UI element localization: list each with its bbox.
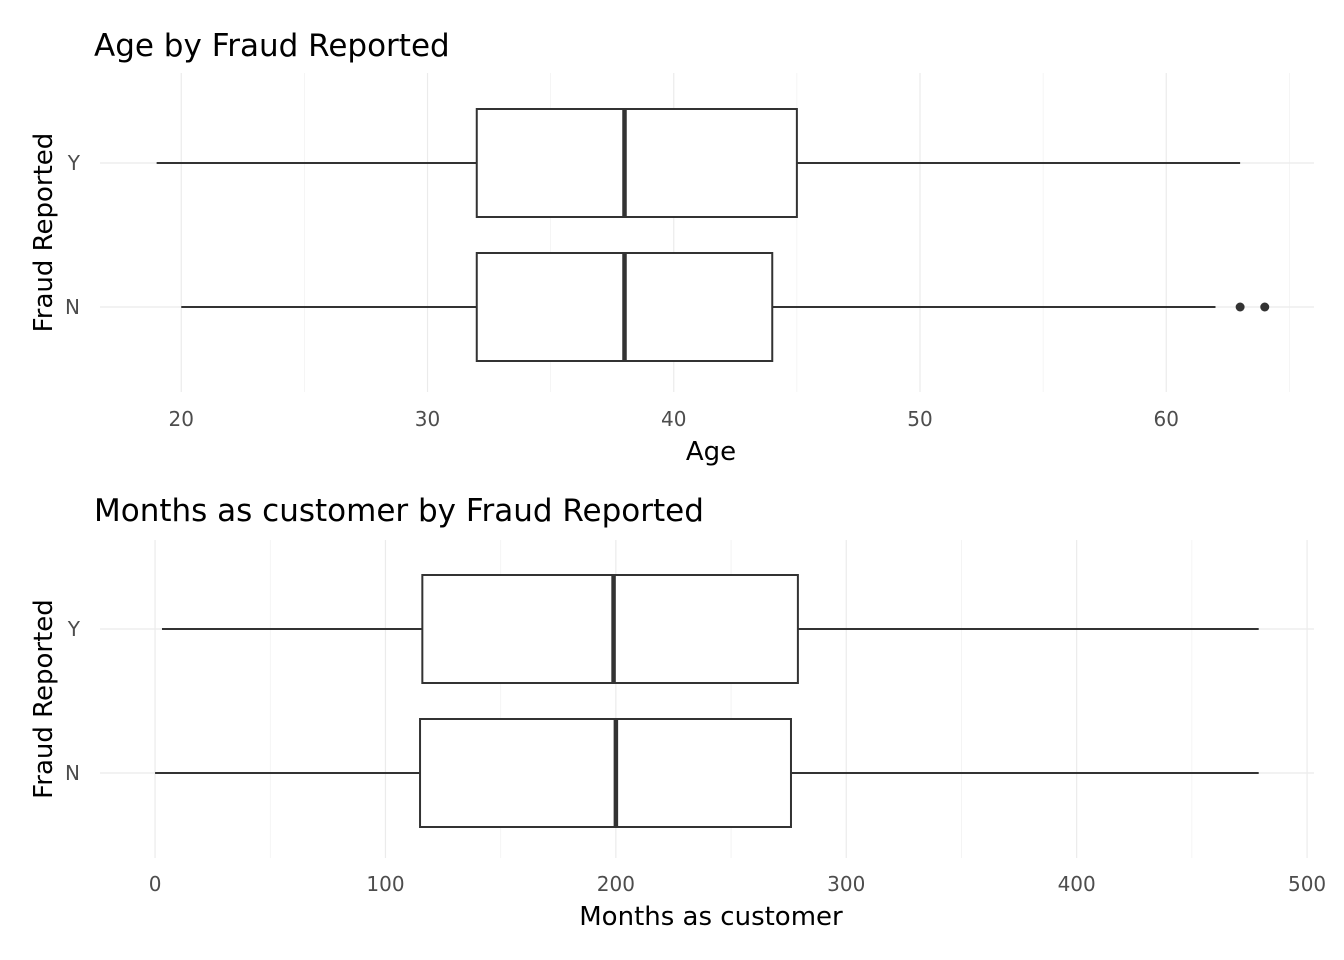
y-tick-label: N (65, 761, 80, 785)
x-axis-title: Age (686, 437, 736, 467)
x-tick-label: 60 (1154, 407, 1179, 431)
chart-2: 0 100 200 300 400 500 N Y Months as customer by … (29, 493, 1326, 932)
box-N (181, 252, 1270, 362)
x-tick-label: 40 (661, 407, 686, 431)
box-N (155, 718, 1259, 828)
charts: 20 30 40 50 60 N Y Age by Fraud Reported Age Frau… (29, 28, 1326, 932)
x-tick-label: 20 (169, 407, 194, 431)
x-tick-label: 400 (1058, 872, 1096, 896)
outlier-point (1235, 302, 1245, 312)
iqr-box (419, 718, 792, 828)
x-tick-label: 0 (149, 872, 162, 896)
y-axis-title: Fraud Reported (29, 133, 59, 333)
chart-1: 20 30 40 50 60 N Y Age by Fraud Reported Age Frau… (29, 28, 1314, 467)
x-tick-label: 500 (1288, 872, 1326, 896)
outlier-point (1260, 302, 1270, 312)
x-tick-label: 30 (415, 407, 440, 431)
box-Y (161, 574, 1259, 684)
x-axis-title: Months as customer (579, 902, 843, 932)
iqr-box (421, 574, 799, 684)
x-tick-label: 100 (366, 872, 404, 896)
x-tick-label: 50 (907, 407, 932, 431)
y-tick-label: Y (67, 151, 81, 175)
x-tick-label: 300 (827, 872, 865, 896)
chart-title: Age by Fraud Reported (94, 28, 450, 64)
y-tick-label: N (65, 295, 80, 319)
y-axis-title: Fraud Reported (29, 599, 59, 799)
x-tick-label: 200 (597, 872, 635, 896)
iqr-box (475, 108, 798, 218)
box-Y (156, 108, 1241, 218)
y-tick-label: Y (67, 617, 81, 641)
chart-title: Months as customer by Fraud Reported (94, 493, 704, 529)
